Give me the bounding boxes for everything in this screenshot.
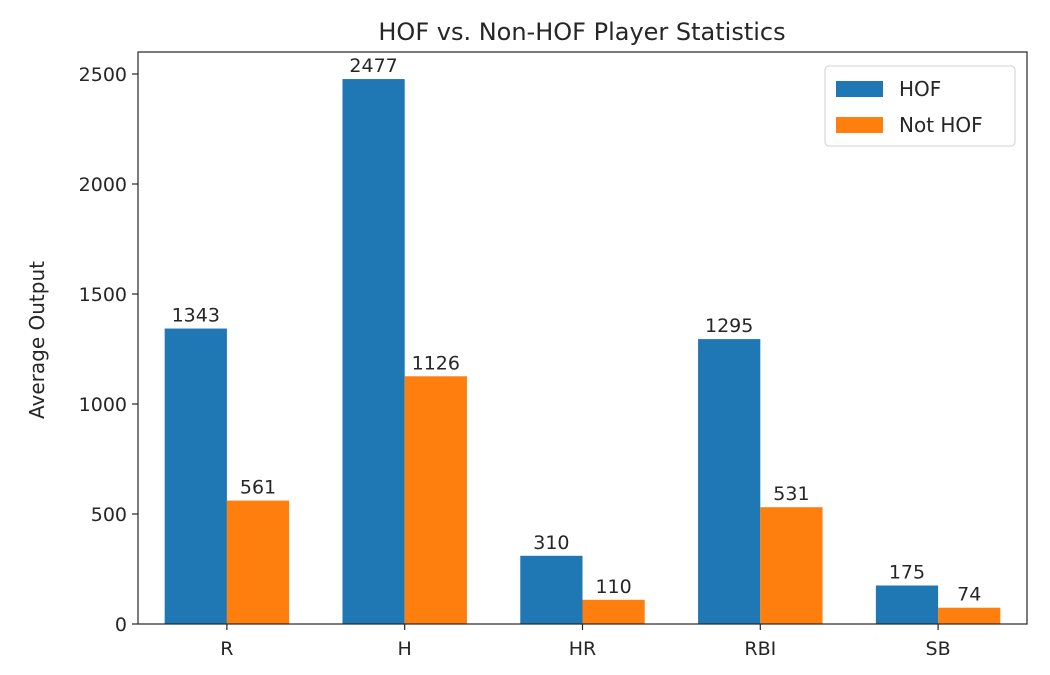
bar-not-hof-h — [404, 376, 467, 624]
legend: HOF Not HOF — [824, 65, 1016, 147]
legend-swatch — [836, 117, 883, 133]
plot-area: 1343 2477 310 1295 175 561 1126 110 531 74 — [164, 55, 1001, 624]
data-label: 1126 — [412, 352, 460, 374]
data-label: 2477 — [349, 55, 397, 77]
bar-hof-rbi — [698, 339, 761, 624]
bar-hof-hr — [520, 555, 583, 624]
x-tick-label: H — [398, 638, 412, 660]
data-label: 110 — [595, 576, 631, 598]
legend-label: Not HOF — [899, 113, 983, 137]
bar-hof-sb — [875, 585, 939, 624]
data-label: 175 — [889, 562, 925, 584]
x-tick-label: RBI — [744, 638, 776, 660]
y-tick-label: 500 — [91, 504, 127, 526]
legend-swatch — [836, 81, 883, 97]
data-label: 74 — [957, 584, 981, 606]
legend-label: HOF — [899, 77, 941, 101]
x-tick-label: R — [220, 638, 233, 660]
chart-title: HOF vs. Non-HOF Player Statistics — [378, 18, 785, 46]
data-label: 561 — [240, 477, 276, 499]
x-tick-label: HR — [569, 638, 597, 660]
bar-not-hof-sb — [938, 607, 1001, 624]
data-label: 1295 — [705, 315, 753, 337]
y-tick-label: 0 — [115, 614, 127, 636]
bar-not-hof-r — [226, 500, 290, 624]
y-tick-label: 1500 — [79, 284, 127, 306]
y-tick-label: 1000 — [79, 394, 127, 416]
data-label: 310 — [533, 532, 569, 554]
data-label: 1343 — [172, 305, 220, 327]
bar-hof-h — [342, 79, 405, 624]
data-label: 531 — [773, 483, 809, 505]
bar-hof-r — [164, 328, 227, 624]
y-tick-label: 2000 — [79, 174, 127, 196]
x-tick-label: SB — [926, 638, 951, 660]
bar-not-hof-rbi — [760, 507, 823, 624]
y-tick-label: 2500 — [79, 64, 127, 86]
axes: 0 500 1000 1500 2000 2500 R H HR RBI SB — [79, 51, 1028, 660]
y-axis-label: Average Output — [25, 261, 49, 419]
bar-not-hof-hr — [582, 599, 645, 624]
